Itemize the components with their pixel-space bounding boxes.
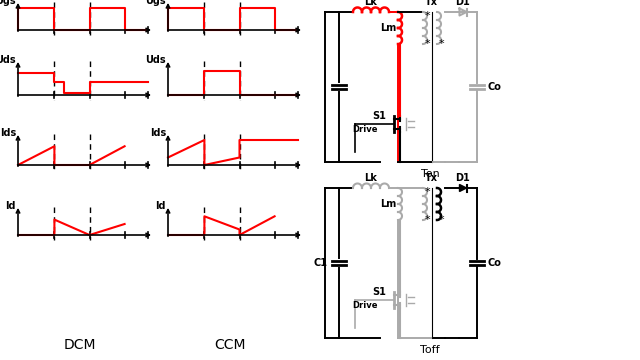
Text: S1: S1 [372, 111, 386, 121]
Text: Lk: Lk [365, 0, 378, 7]
Text: Toff: Toff [420, 345, 440, 355]
Text: Co: Co [487, 82, 501, 92]
Text: S1: S1 [372, 287, 386, 297]
Text: Tx: Tx [424, 173, 438, 183]
Text: Drive: Drive [353, 302, 378, 310]
Polygon shape [460, 184, 467, 192]
Text: Lm: Lm [380, 23, 396, 33]
Text: *: * [424, 39, 430, 49]
Text: Ton: Ton [420, 169, 440, 179]
Text: *: * [424, 11, 430, 21]
Text: Lk: Lk [365, 173, 378, 183]
Text: Uds: Uds [145, 55, 166, 65]
Text: Co: Co [487, 258, 501, 268]
Text: *: * [438, 39, 444, 49]
Text: Tx: Tx [424, 0, 438, 7]
Text: DCM: DCM [64, 338, 96, 352]
Text: Ugs: Ugs [0, 0, 16, 6]
Text: Ids: Ids [0, 128, 16, 138]
Text: Ids: Ids [150, 128, 166, 138]
Text: CCM: CCM [214, 338, 246, 352]
Text: Uds: Uds [0, 55, 16, 65]
Text: Ugs: Ugs [145, 0, 166, 6]
Text: Drive: Drive [353, 126, 378, 135]
Text: Id: Id [6, 201, 16, 211]
Text: Lm: Lm [380, 199, 396, 209]
Text: D1: D1 [456, 173, 470, 183]
Text: *: * [424, 215, 430, 225]
Text: *: * [438, 215, 444, 225]
Text: Id: Id [156, 201, 166, 211]
Text: D1: D1 [456, 0, 470, 7]
Text: *: * [424, 187, 430, 197]
Text: C1: C1 [313, 258, 327, 268]
